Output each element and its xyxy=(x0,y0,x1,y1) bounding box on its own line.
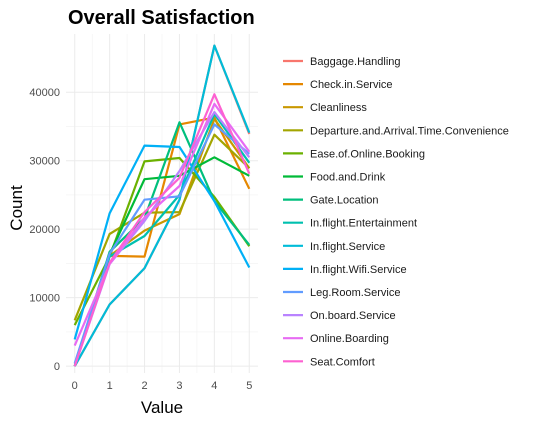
x-tick-label: 4 xyxy=(211,380,217,392)
legend-label: In.flight.Service xyxy=(310,241,385,253)
x-axis-title: Value xyxy=(141,398,183,417)
legend-label: Baggage.Handling xyxy=(310,56,401,68)
legend-label: Food.and.Drink xyxy=(310,172,386,184)
legend: Baggage.Handling Check.in.Service Cleanlin… xyxy=(283,56,509,368)
series-line xyxy=(73,123,251,364)
legend-label: Check.in.Service xyxy=(310,79,393,91)
legend-label: Ease.of.Online.Booking xyxy=(310,148,425,160)
legend-label: In.flight.Wifi.Service xyxy=(310,264,407,276)
legend-label: Online.Boarding xyxy=(310,333,389,345)
y-tick-label: 10000 xyxy=(29,293,60,305)
x-tick-label: 0 xyxy=(72,380,78,392)
grid-lines xyxy=(66,34,258,373)
series-line xyxy=(73,144,251,340)
series-line xyxy=(73,133,251,321)
y-tick-label: 40000 xyxy=(29,87,60,99)
series-lines xyxy=(73,44,251,367)
legend-label: Cleanliness xyxy=(310,102,367,114)
x-tick-label: 5 xyxy=(246,380,252,392)
series-line xyxy=(73,44,251,367)
y-tick-label: 0 xyxy=(54,361,60,373)
legend-label: Departure.and.Arrival.Time.Convenience xyxy=(310,125,509,137)
legend-label: In.flight.Entertainment xyxy=(310,218,417,230)
legend-label: Gate.Location xyxy=(310,195,379,207)
y-axis-ticks: 0 10000 20000 30000 40000 xyxy=(29,87,60,373)
series-line xyxy=(73,93,251,367)
y-tick-label: 30000 xyxy=(29,156,60,168)
legend-label: Seat.Comfort xyxy=(310,356,375,368)
chart-title: Overall Satisfaction xyxy=(68,7,255,29)
x-axis-ticks: 0 1 2 3 4 5 xyxy=(72,380,253,392)
x-tick-label: 3 xyxy=(176,380,182,392)
x-tick-label: 1 xyxy=(107,380,113,392)
y-tick-label: 20000 xyxy=(29,224,60,236)
legend-label: Leg.Room.Service xyxy=(310,287,401,299)
y-axis-title: Count xyxy=(7,185,26,231)
legend-label: On.board.Service xyxy=(310,310,396,322)
x-tick-label: 2 xyxy=(141,380,147,392)
